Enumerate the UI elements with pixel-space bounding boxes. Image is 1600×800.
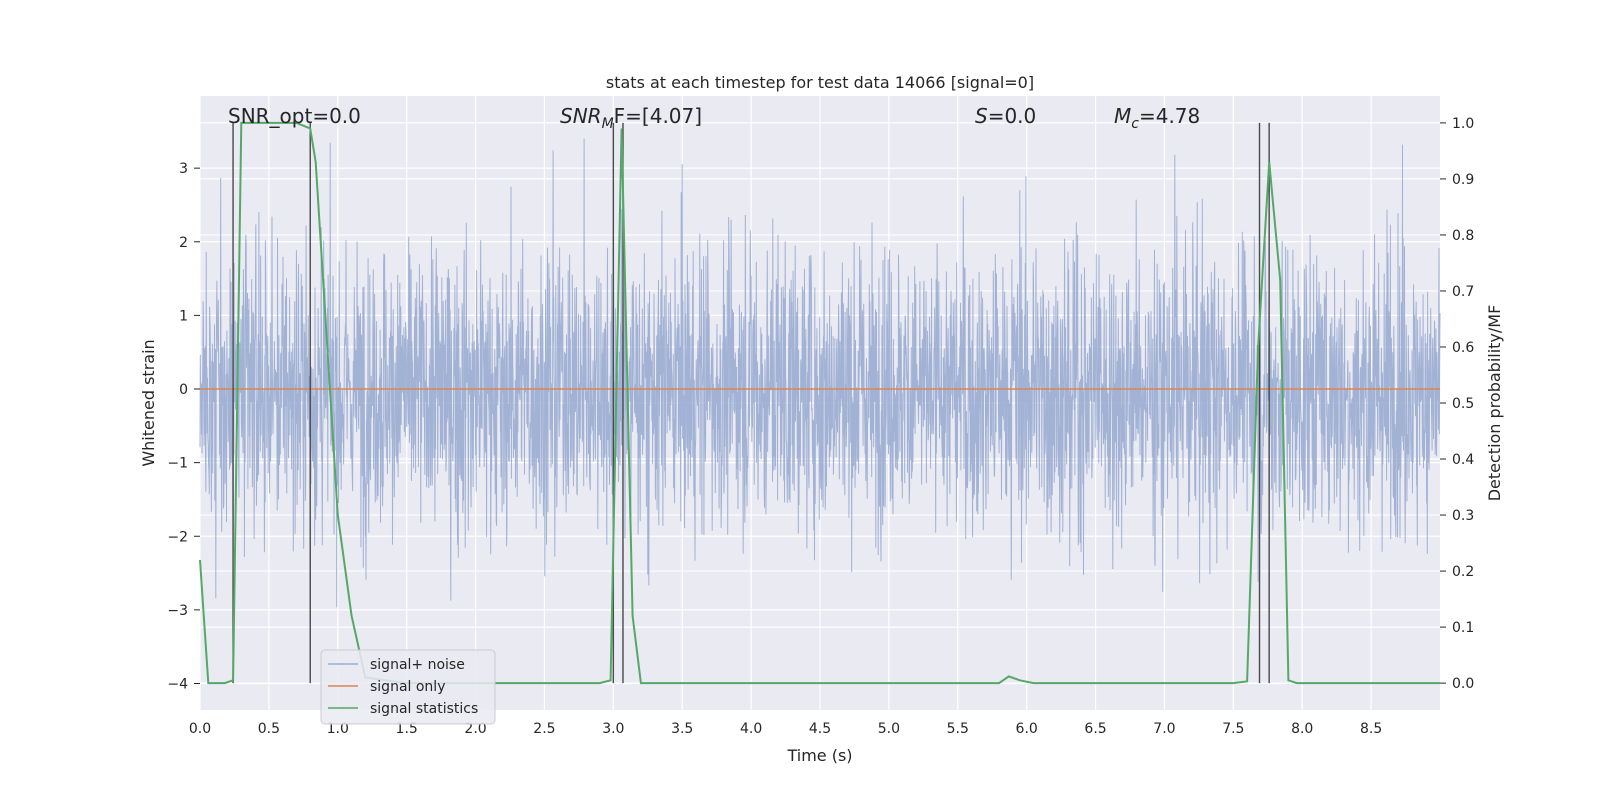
annotation-snr-mf: SNRMF=[4.07] <box>560 104 702 132</box>
x-axis-title: Time (s) <box>786 746 852 765</box>
lines-layer <box>199 121 1440 685</box>
mc-value: =4.78 <box>1139 104 1200 128</box>
x-tick-label: 8.0 <box>1291 721 1313 737</box>
y-tick-label: −3 <box>167 603 188 619</box>
x-tick-label: 4.5 <box>809 721 831 737</box>
y-tick-label: −1 <box>167 456 188 472</box>
y2-tick-label: 1.0 <box>1452 116 1474 132</box>
y-axis-title: Whitened strain <box>139 339 158 466</box>
x-tick-label: 7.0 <box>1153 721 1175 737</box>
series-signal-statistics-line <box>199 121 1440 685</box>
snr-mf-subscript: M <box>602 116 614 132</box>
y2-tick-label: 0.0 <box>1452 676 1474 692</box>
snr-mf-name: SNR <box>560 104 602 128</box>
x-tick-label: 3.0 <box>602 721 624 737</box>
legend-box <box>320 649 496 725</box>
x-tick-label: 5.5 <box>947 721 969 737</box>
series-signal-noise-path <box>199 138 1441 608</box>
ticks-layer: 0.0 0.5 1.0 1.5 2.0 2.5 3.0 3.5 4.0 4.5 5.0 5.5 6.0 6… <box>167 116 1474 737</box>
y-tick-label: −2 <box>167 529 188 545</box>
y2-axis-title: Detection probability/MF <box>1485 305 1504 502</box>
y2-tick-label: 0.6 <box>1452 340 1474 356</box>
x-tick-label: 6.5 <box>1084 721 1106 737</box>
x-tick-label: 5.0 <box>878 721 900 737</box>
x-tick-label: 6.0 <box>1016 721 1038 737</box>
chart-title: stats at each timestep for test data 140… <box>606 73 1034 92</box>
x-tick-label: 2.5 <box>533 721 555 737</box>
x-tick-label: 7.5 <box>1222 721 1244 737</box>
s-value: =0.0 <box>988 104 1037 128</box>
y2-tick-label: 0.9 <box>1452 172 1474 188</box>
s-name: S <box>975 104 988 128</box>
legend-label-signal-statistics: signal statistics <box>370 701 478 717</box>
mc-name: M <box>1114 104 1131 128</box>
noise-series <box>199 138 1441 608</box>
x-tick-label: 3.5 <box>671 721 693 737</box>
snr-mf-value: F=[4.07] <box>614 104 702 128</box>
x-tick-label: 2.0 <box>464 721 486 737</box>
x-tick-label: 0.5 <box>258 721 280 737</box>
y-tick-label: 3 <box>179 161 188 177</box>
y2-tick-label: 0.8 <box>1452 228 1474 244</box>
y-tick-label: 0 <box>179 382 188 398</box>
x-tick-label: 1.0 <box>327 721 349 737</box>
legend-label-signal-noise: signal+ noise <box>370 657 465 673</box>
annotation-mc: Mc=4.78 <box>1114 104 1200 132</box>
legend: signal+ noise signal only signal statist… <box>320 649 496 725</box>
y2-tick-label: 0.2 <box>1452 564 1474 580</box>
y-tick-label: 1 <box>179 308 188 324</box>
x-tick-label: 4.0 <box>740 721 762 737</box>
x-tick-label: 1.5 <box>396 721 418 737</box>
mc-subscript: c <box>1131 116 1139 132</box>
y2-tick-label: 0.7 <box>1452 284 1474 300</box>
y2-tick-label: 0.4 <box>1452 452 1474 468</box>
y-tick-label: −4 <box>167 676 188 692</box>
legend-label-signal-only: signal only <box>370 679 445 695</box>
x-tick-label: 0.0 <box>189 721 211 737</box>
y-tick-label: 2 <box>179 235 188 251</box>
y2-tick-label: 0.1 <box>1452 620 1474 636</box>
annotation-snr-opt: SNR_opt=0.0 <box>228 104 361 128</box>
y2-tick-label: 0.5 <box>1452 396 1474 412</box>
y2-tick-label: 0.3 <box>1452 508 1474 524</box>
x-tick-label: 8.5 <box>1360 721 1382 737</box>
annotation-s: S=0.0 <box>975 104 1036 128</box>
